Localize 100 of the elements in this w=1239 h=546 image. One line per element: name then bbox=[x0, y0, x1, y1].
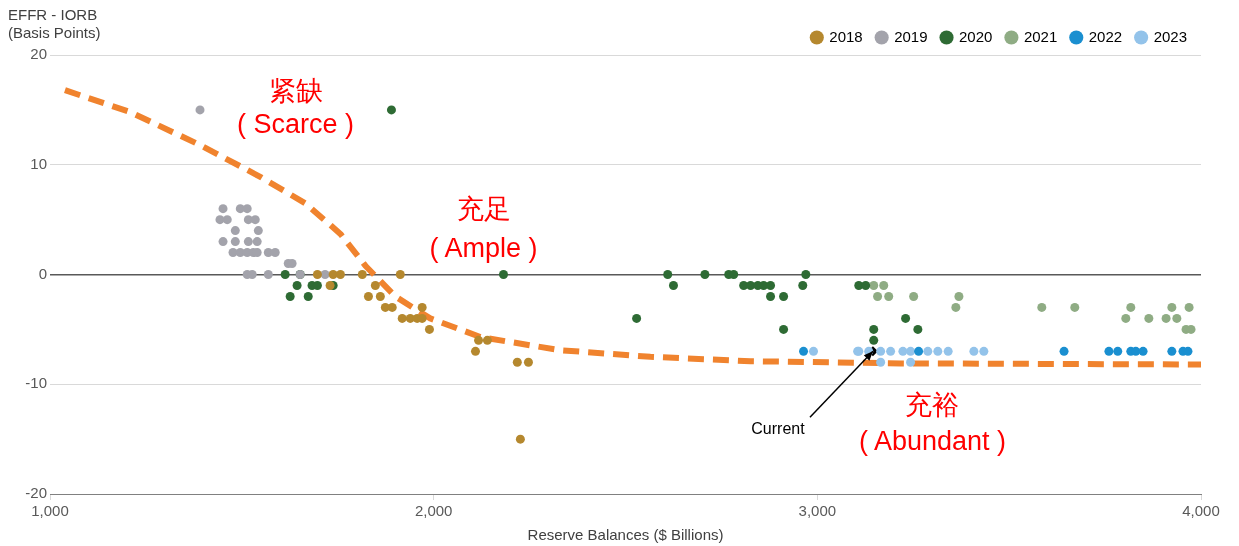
x-tick-label: 1,000 bbox=[31, 502, 69, 520]
point bbox=[700, 270, 710, 279]
legend-label: 2018 bbox=[829, 27, 863, 45]
point bbox=[292, 280, 302, 290]
point bbox=[1126, 302, 1136, 312]
point bbox=[285, 291, 295, 301]
point bbox=[363, 291, 373, 301]
point bbox=[954, 291, 964, 301]
point bbox=[663, 270, 673, 279]
point bbox=[375, 291, 385, 301]
point bbox=[799, 346, 809, 356]
x-tick-label: 2,000 bbox=[414, 502, 453, 520]
point bbox=[280, 270, 290, 279]
legend-label: 2023 bbox=[1153, 27, 1188, 45]
point bbox=[873, 291, 883, 301]
point bbox=[943, 346, 953, 356]
point bbox=[218, 237, 228, 247]
point bbox=[1161, 313, 1171, 323]
point bbox=[515, 434, 525, 444]
point bbox=[801, 270, 811, 279]
y-axis-title: EFFR - IORB (Basis Points) bbox=[8, 5, 101, 41]
point bbox=[417, 302, 427, 312]
point bbox=[1167, 302, 1177, 312]
annotation: 充足 bbox=[456, 194, 511, 225]
point bbox=[1037, 302, 1047, 312]
point bbox=[270, 248, 280, 258]
point bbox=[913, 324, 923, 334]
point bbox=[250, 215, 260, 225]
point bbox=[512, 357, 522, 367]
point bbox=[914, 346, 924, 356]
point bbox=[1172, 313, 1182, 323]
point bbox=[809, 346, 818, 356]
point bbox=[1138, 346, 1148, 356]
point bbox=[766, 280, 776, 290]
point bbox=[230, 237, 240, 247]
point bbox=[898, 346, 908, 356]
point bbox=[320, 270, 330, 279]
point bbox=[1113, 346, 1123, 356]
x-tick-label: 4,000 bbox=[1182, 502, 1220, 520]
annotation: 充裕 bbox=[905, 389, 960, 420]
point bbox=[498, 270, 508, 279]
point bbox=[869, 335, 879, 345]
y-tick-label: 10 bbox=[30, 154, 47, 172]
y-tick-label: -10 bbox=[25, 374, 47, 392]
point bbox=[923, 346, 933, 356]
point bbox=[886, 346, 896, 356]
legend-label: 2020 bbox=[959, 27, 993, 45]
legend-label: 2019 bbox=[894, 27, 928, 45]
point bbox=[252, 237, 262, 247]
point bbox=[195, 105, 205, 115]
point bbox=[397, 313, 407, 323]
point bbox=[263, 270, 273, 279]
point bbox=[1104, 346, 1114, 356]
point bbox=[798, 280, 808, 290]
point bbox=[668, 280, 678, 290]
point bbox=[243, 237, 253, 247]
y-tick-label: 20 bbox=[30, 45, 47, 63]
point bbox=[470, 346, 480, 356]
point bbox=[1184, 302, 1194, 312]
point bbox=[979, 346, 989, 356]
point bbox=[854, 280, 864, 290]
point bbox=[969, 346, 979, 356]
point bbox=[523, 357, 533, 367]
point bbox=[876, 346, 886, 356]
point bbox=[779, 291, 789, 301]
point bbox=[242, 204, 252, 214]
point bbox=[869, 280, 879, 290]
y-tick-label: -20 bbox=[25, 484, 47, 502]
point bbox=[861, 280, 871, 290]
point bbox=[335, 270, 345, 279]
point bbox=[746, 280, 756, 290]
point bbox=[218, 204, 228, 214]
point bbox=[312, 270, 322, 279]
x-tick-label: 3,000 bbox=[798, 502, 837, 520]
point bbox=[632, 313, 642, 323]
point bbox=[370, 280, 380, 290]
x-axis-title: Reserve Balances ($ Billions) bbox=[527, 526, 724, 543]
point bbox=[357, 270, 367, 279]
point bbox=[933, 346, 943, 356]
point bbox=[1167, 346, 1177, 356]
point bbox=[1070, 302, 1080, 312]
annotation: Current bbox=[751, 419, 806, 437]
annotation: 紧缺 bbox=[268, 75, 323, 106]
point bbox=[303, 291, 313, 301]
point bbox=[951, 302, 961, 312]
point bbox=[424, 324, 434, 334]
point bbox=[222, 215, 232, 225]
point bbox=[884, 291, 894, 301]
point bbox=[474, 335, 484, 345]
annotation: ( Scarce ) bbox=[237, 108, 355, 139]
point bbox=[1059, 346, 1069, 356]
point bbox=[879, 280, 889, 290]
point bbox=[779, 324, 789, 334]
point bbox=[906, 357, 916, 367]
point bbox=[230, 226, 240, 236]
point bbox=[482, 335, 492, 345]
point bbox=[739, 280, 749, 290]
point bbox=[906, 346, 916, 356]
point bbox=[766, 291, 776, 301]
legend-label: 2021 bbox=[1023, 27, 1058, 45]
